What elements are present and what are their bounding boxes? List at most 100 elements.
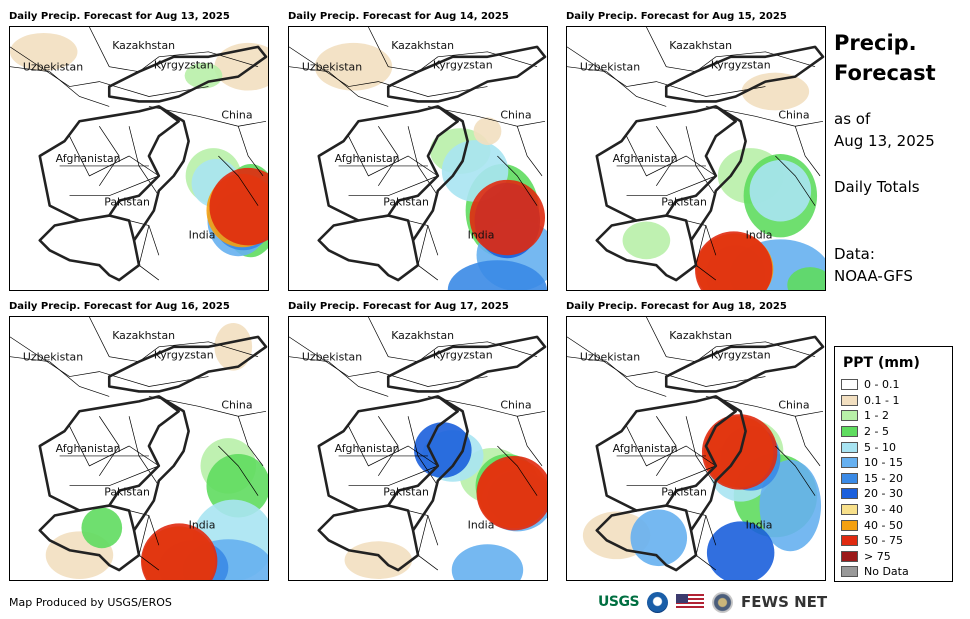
- legend-swatch: [841, 566, 858, 578]
- label-kazakhstan: Kazakhstan: [112, 329, 175, 342]
- label-kazakhstan: Kazakhstan: [391, 39, 454, 52]
- precip-area: [209, 167, 268, 246]
- legend-label: > 75: [864, 549, 891, 563]
- precip-area: [81, 507, 123, 549]
- legend-title: PPT (mm): [843, 355, 920, 371]
- panel-title-4: Daily Precip. Forecast for Aug 16, 2025: [9, 301, 230, 312]
- precip-area: [787, 267, 825, 290]
- map-svg: Kazakhstan Uzbekistan Kyrgyzstan China Afgha…: [289, 317, 547, 580]
- panel-title-3: Daily Precip. Forecast for Aug 15, 2025: [566, 11, 787, 22]
- precip-area: [759, 459, 822, 552]
- precip-area: [602, 37, 631, 58]
- noaa-logo-icon: [647, 591, 669, 613]
- label-kyrgyzstan: Kyrgyzstan: [433, 59, 493, 72]
- label-kyrgyzstan: Kyrgyzstan: [433, 349, 493, 362]
- legend-label: 1 - 2: [864, 409, 889, 423]
- sidebar-data-source: Data: NOAA-GFS: [834, 243, 913, 287]
- precip-area: [140, 523, 218, 580]
- panel-title-1: Daily Precip. Forecast for Aug 13, 2025: [9, 11, 230, 22]
- fews-net-logo: FEWS NET: [741, 593, 828, 611]
- legend-item: 40 - 50: [841, 517, 946, 533]
- precip-area: [749, 159, 812, 222]
- precip-area: [476, 455, 547, 531]
- legend-item: > 75: [841, 549, 946, 565]
- precip-area: [447, 260, 547, 290]
- legend-label: 5 - 10: [864, 440, 896, 454]
- precip-area: [414, 422, 472, 478]
- label-india: India: [746, 228, 773, 241]
- label-pakistan: Pakistan: [104, 486, 150, 499]
- usgs-logo: USGS: [598, 594, 640, 610]
- label-kyrgyzstan: Kyrgyzstan: [154, 59, 214, 72]
- sidebar-title: Precip. Forecast: [834, 28, 936, 88]
- sidebar-title-line1: Precip.: [834, 31, 917, 55]
- legend-label: 0 - 0.1: [864, 378, 900, 392]
- label-pakistan: Pakistan: [661, 196, 707, 209]
- legend-item: 30 - 40: [841, 502, 946, 518]
- map-panel-4: Kazakhstan Uzbekistan Kyrgyzstan China Afgha…: [9, 316, 269, 581]
- legend-swatch: [841, 535, 858, 547]
- sidebar-asof-label: as of: [834, 110, 871, 128]
- label-afghanistan: Afghanistan: [335, 152, 400, 165]
- label-afghanistan: Afghanistan: [56, 442, 121, 455]
- label-india: India: [468, 518, 495, 531]
- map-panel-6: Kazakhstan Uzbekistan Kyrgyzstan China Afgha…: [566, 316, 826, 581]
- precip-area: [572, 322, 611, 346]
- country-boundaries: [38, 335, 268, 572]
- panel-title-6: Daily Precip. Forecast for Aug 18, 2025: [566, 301, 787, 312]
- map-svg: Kazakhstan Uzbekistan Kyrgyzstan China Afgha…: [289, 27, 547, 290]
- map-svg: Kazakhstan Uzbekistan Kyrgyzstan China Afgha…: [567, 317, 825, 580]
- precip-area: [493, 77, 532, 101]
- label-india: India: [468, 228, 495, 241]
- map-panel-5: Kazakhstan Uzbekistan Kyrgyzstan China Afgha…: [288, 316, 548, 581]
- precip-area: [622, 221, 671, 260]
- label-pakistan: Pakistan: [383, 486, 429, 499]
- label-afghanistan: Afghanistan: [335, 442, 400, 455]
- legend-swatch: [841, 441, 858, 453]
- panel-title-5: Daily Precip. Forecast for Aug 17, 2025: [288, 301, 509, 312]
- usaid-seal-icon: [712, 591, 734, 613]
- label-kazakhstan: Kazakhstan: [112, 39, 175, 52]
- legend-item: 20 - 30: [841, 486, 946, 502]
- precip-area: [214, 322, 253, 371]
- sidebar-data-label: Data:: [834, 245, 875, 263]
- legend-item: 0.1 - 1: [841, 393, 946, 409]
- legend-item: 5 - 10: [841, 439, 946, 455]
- label-uzbekistan: Uzbekistan: [302, 351, 362, 364]
- precip-area: [15, 322, 49, 346]
- precip-area: [706, 521, 775, 580]
- legend-swatch: [841, 472, 858, 484]
- label-kyrgyzstan: Kyrgyzstan: [154, 349, 214, 362]
- sidebar-title-line2: Forecast: [834, 61, 936, 85]
- label-china: China: [221, 398, 252, 411]
- map-panel-3: Kazakhstan Uzbekistan Kyrgyzstan China Afgha…: [566, 26, 826, 291]
- legend-swatch: [841, 379, 858, 391]
- country-boundaries: [595, 335, 825, 572]
- label-pakistan: Pakistan: [661, 486, 707, 499]
- precip-area: [469, 179, 546, 256]
- legend-label: 2 - 5: [864, 425, 889, 439]
- precip-area: [741, 72, 810, 111]
- map-svg: Kazakhstan Uzbekistan Kyrgyzstan China Afgha…: [567, 27, 825, 290]
- credit-text: Map Produced by USGS/EROS: [9, 596, 172, 609]
- legend-label: 10 - 15: [864, 456, 903, 470]
- label-kyrgyzstan: Kyrgyzstan: [711, 349, 771, 362]
- label-kyrgyzstan: Kyrgyzstan: [711, 59, 771, 72]
- legend-label: 15 - 20: [864, 471, 903, 485]
- label-china: China: [778, 398, 809, 411]
- label-china: China: [221, 108, 252, 121]
- precip-area: [10, 32, 78, 71]
- legend-label: 0.1 - 1: [864, 393, 900, 407]
- legend-label: 50 - 75: [864, 534, 903, 548]
- legend-label: No Data: [864, 565, 909, 579]
- precip-area: [314, 42, 393, 91]
- precip-area: [695, 231, 773, 290]
- label-uzbekistan: Uzbekistan: [302, 61, 362, 74]
- legend-label: 40 - 50: [864, 518, 903, 532]
- map-panel-1: Kazakhstan Uzbekistan Kyrgyzstan China Afgha…: [9, 26, 269, 291]
- panel-title-2: Daily Precip. Forecast for Aug 14, 2025: [288, 11, 509, 22]
- legend-label: 30 - 40: [864, 503, 903, 517]
- label-afghanistan: Afghanistan: [613, 152, 678, 165]
- legend-swatch: [841, 550, 858, 562]
